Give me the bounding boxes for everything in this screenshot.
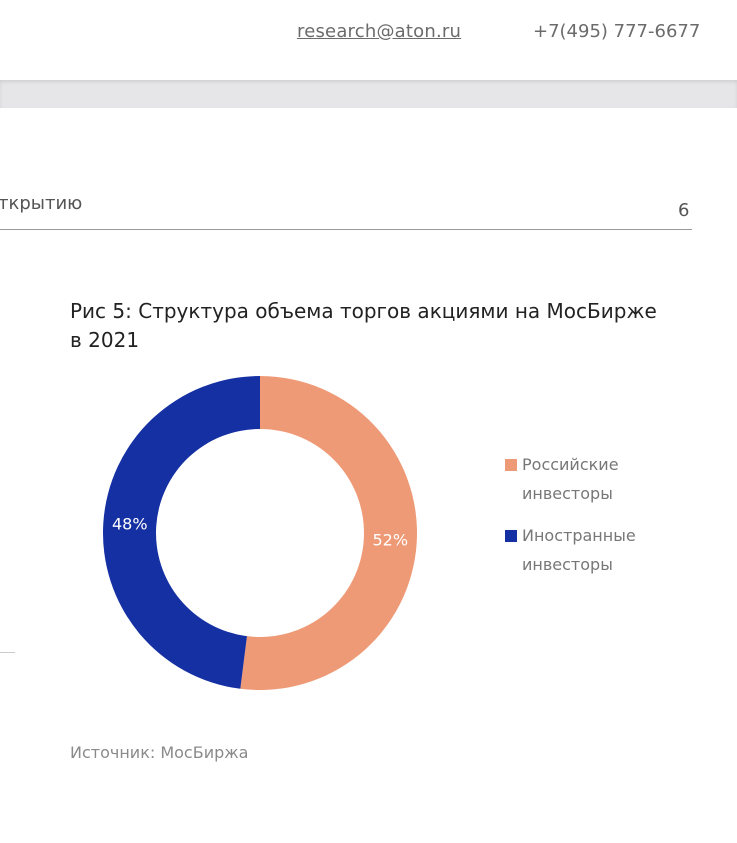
rule xyxy=(0,229,692,230)
section-title: ткрытию xyxy=(0,193,83,214)
donut-segment xyxy=(103,376,260,689)
source: Источник: МосБиржа xyxy=(70,743,249,762)
rule xyxy=(0,652,15,653)
legend-swatch xyxy=(505,459,517,471)
donut-segment xyxy=(240,376,418,691)
data-label: 48% xyxy=(112,514,148,533)
page-number: 6 xyxy=(678,200,690,221)
data-label: 52% xyxy=(372,531,408,550)
legend-swatch xyxy=(505,530,517,542)
chart-title: Рис 5: Структура объема торгов акциями н… xyxy=(70,299,657,352)
phone: +7(495) 777-6677 xyxy=(533,21,701,42)
legend-label: Российские инвесторы xyxy=(522,455,619,503)
email-link[interactable]: research@aton.ru xyxy=(297,21,462,42)
legend-label: Иностранные инвесторы xyxy=(522,526,636,574)
toolbar-band xyxy=(0,80,737,108)
